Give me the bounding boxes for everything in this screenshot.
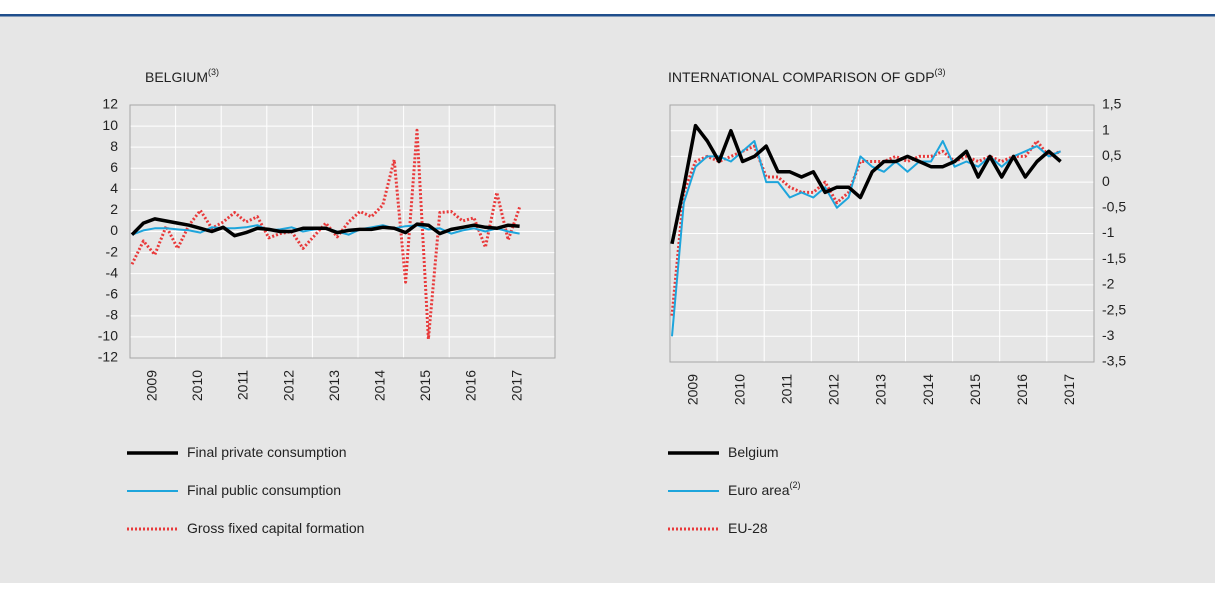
- y-tick-label: 2: [110, 201, 118, 217]
- y-tick-label: -2: [106, 243, 119, 259]
- legend-label: EU-28: [728, 520, 768, 536]
- y-tick-label: 1,5: [1102, 96, 1122, 112]
- legend-text: Belgium: [728, 444, 779, 460]
- x-tick-label: 2012: [280, 370, 296, 401]
- title-superscript: (3): [935, 67, 946, 77]
- y-tick-label: 12: [102, 96, 118, 112]
- y-tick-label: -1: [1102, 224, 1115, 240]
- y-tick-label: -2: [1102, 276, 1115, 292]
- y-tick-label: 0: [1102, 173, 1110, 189]
- x-tick-label: 2010: [189, 370, 205, 401]
- y-tick-label: 4: [110, 180, 118, 196]
- y-tick-label: -0,5: [1102, 199, 1126, 215]
- x-tick-label: 2014: [920, 374, 936, 405]
- x-tick-label: 2017: [508, 370, 524, 401]
- y-tick-label: 6: [110, 159, 118, 175]
- legend-text: Final private consumption: [187, 444, 347, 460]
- title-text: BELGIUM: [145, 69, 208, 85]
- x-tick-label: 2016: [463, 370, 479, 401]
- series-line: [130, 128, 522, 341]
- series-line: [670, 123, 1062, 245]
- chart-title: INTERNATIONAL COMPARISON OF GDP(3): [668, 67, 946, 84]
- title-text: INTERNATIONAL COMPARISON OF GDP: [668, 69, 935, 85]
- y-tick-label: -8: [106, 307, 119, 323]
- y-tick-label: 0,5: [1102, 147, 1122, 163]
- legend-text: Gross fixed capital formation: [187, 520, 364, 536]
- y-tick-label: 8: [110, 138, 118, 154]
- y-tick-label: -3,5: [1102, 353, 1126, 369]
- x-tick-label: 2016: [1014, 374, 1030, 405]
- legend-label: Gross fixed capital formation: [187, 520, 364, 536]
- y-tick-label: -10: [98, 328, 118, 344]
- legend-label: Euro area(2): [728, 480, 800, 497]
- x-tick-label: 2011: [235, 370, 251, 400]
- series-line: [671, 140, 1061, 337]
- x-tick-label: 2011: [778, 374, 794, 404]
- legend-label: Final private consumption: [187, 444, 347, 460]
- y-tick-label: -2,5: [1102, 301, 1126, 317]
- plot-frame: [669, 104, 1095, 363]
- legend-text: Euro area: [728, 482, 790, 498]
- title-superscript: (3): [208, 67, 219, 77]
- x-tick-label: 2012: [826, 374, 842, 405]
- x-tick-label: 2015: [417, 370, 433, 401]
- y-tick-label: 1: [1102, 121, 1110, 137]
- series-line: [130, 217, 520, 238]
- plot-frame: [129, 104, 556, 359]
- y-tick-label: -6: [106, 285, 119, 301]
- x-tick-label: 2017: [1061, 374, 1077, 405]
- top-rule: [0, 14, 1215, 17]
- legend-superscript: (2): [789, 480, 800, 490]
- legend-text: Final public consumption: [187, 482, 341, 498]
- x-tick-label: 2013: [326, 370, 342, 401]
- legend-label: Belgium: [728, 444, 779, 460]
- x-tick-label: 2009: [684, 374, 700, 405]
- x-tick-label: 2010: [731, 374, 747, 405]
- x-tick-label: 2014: [372, 370, 388, 401]
- y-tick-label: -3: [1102, 327, 1115, 343]
- legend-text: EU-28: [728, 520, 768, 536]
- x-tick-label: 2015: [967, 374, 983, 405]
- y-tick-label: -12: [98, 349, 118, 365]
- y-tick-label: 0: [110, 222, 118, 238]
- chart-title: BELGIUM(3): [145, 67, 219, 84]
- legend-label: Final public consumption: [187, 482, 341, 498]
- y-tick-label: -4: [106, 264, 119, 280]
- x-tick-label: 2013: [873, 374, 889, 405]
- x-tick-label: 2009: [144, 370, 160, 401]
- y-tick-label: 10: [102, 117, 118, 133]
- y-tick-label: -1,5: [1102, 250, 1126, 266]
